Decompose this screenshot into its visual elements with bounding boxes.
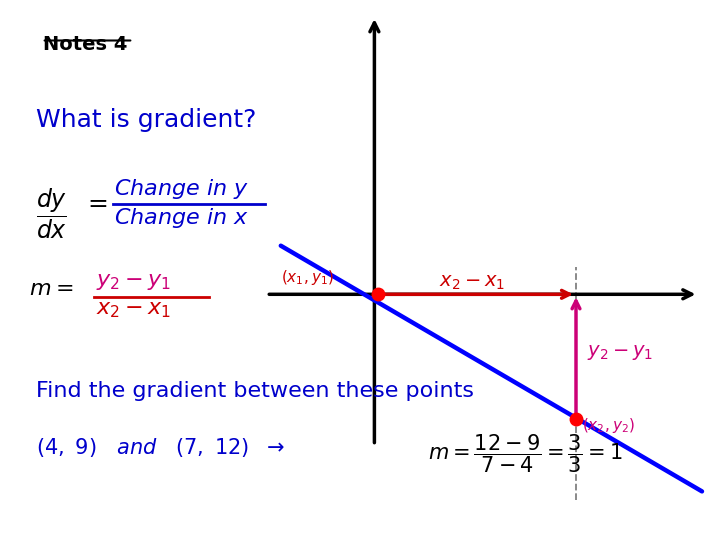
Text: $m = $: $m = $ xyxy=(29,279,73,299)
Text: $\mathit{Change\ in\ y}$: $\mathit{Change\ in\ y}$ xyxy=(114,177,249,201)
Text: $m = \dfrac{12-9}{7-4} = \dfrac{3}{3} = 1$: $m = \dfrac{12-9}{7-4} = \dfrac{3}{3} = … xyxy=(428,432,623,475)
Text: $\mathit{Change\ in\ x}$: $\mathit{Change\ in\ x}$ xyxy=(114,206,249,230)
Text: $(x_2, y_2)$: $(x_2, y_2)$ xyxy=(582,416,634,435)
Text: $\mathit{y_2 - y_1}$: $\mathit{y_2 - y_1}$ xyxy=(96,272,171,292)
Text: $(x_1, y_1)$: $(x_1, y_1)$ xyxy=(281,268,333,287)
Text: Notes 4: Notes 4 xyxy=(43,35,127,54)
Text: What is gradient?: What is gradient? xyxy=(36,108,256,132)
Text: $=$: $=$ xyxy=(83,190,108,214)
Text: $\mathit{(4,\ 9)}$   $\mathit{and}$   $\mathit{(7,\ 12)}$  $\rightarrow$: $\mathit{(4,\ 9)}$ $\mathit{and}$ $\math… xyxy=(36,436,285,460)
Text: $\dfrac{dy}{dx}$: $\dfrac{dy}{dx}$ xyxy=(36,186,67,241)
Text: $y_2 - y_1$: $y_2 - y_1$ xyxy=(587,342,653,362)
Text: $x_2 - x_1$: $x_2 - x_1$ xyxy=(439,273,505,292)
Text: Find the gradient between these points: Find the gradient between these points xyxy=(36,381,474,401)
Text: $\mathit{x_2 - x_1}$: $\mathit{x_2 - x_1}$ xyxy=(96,300,171,320)
